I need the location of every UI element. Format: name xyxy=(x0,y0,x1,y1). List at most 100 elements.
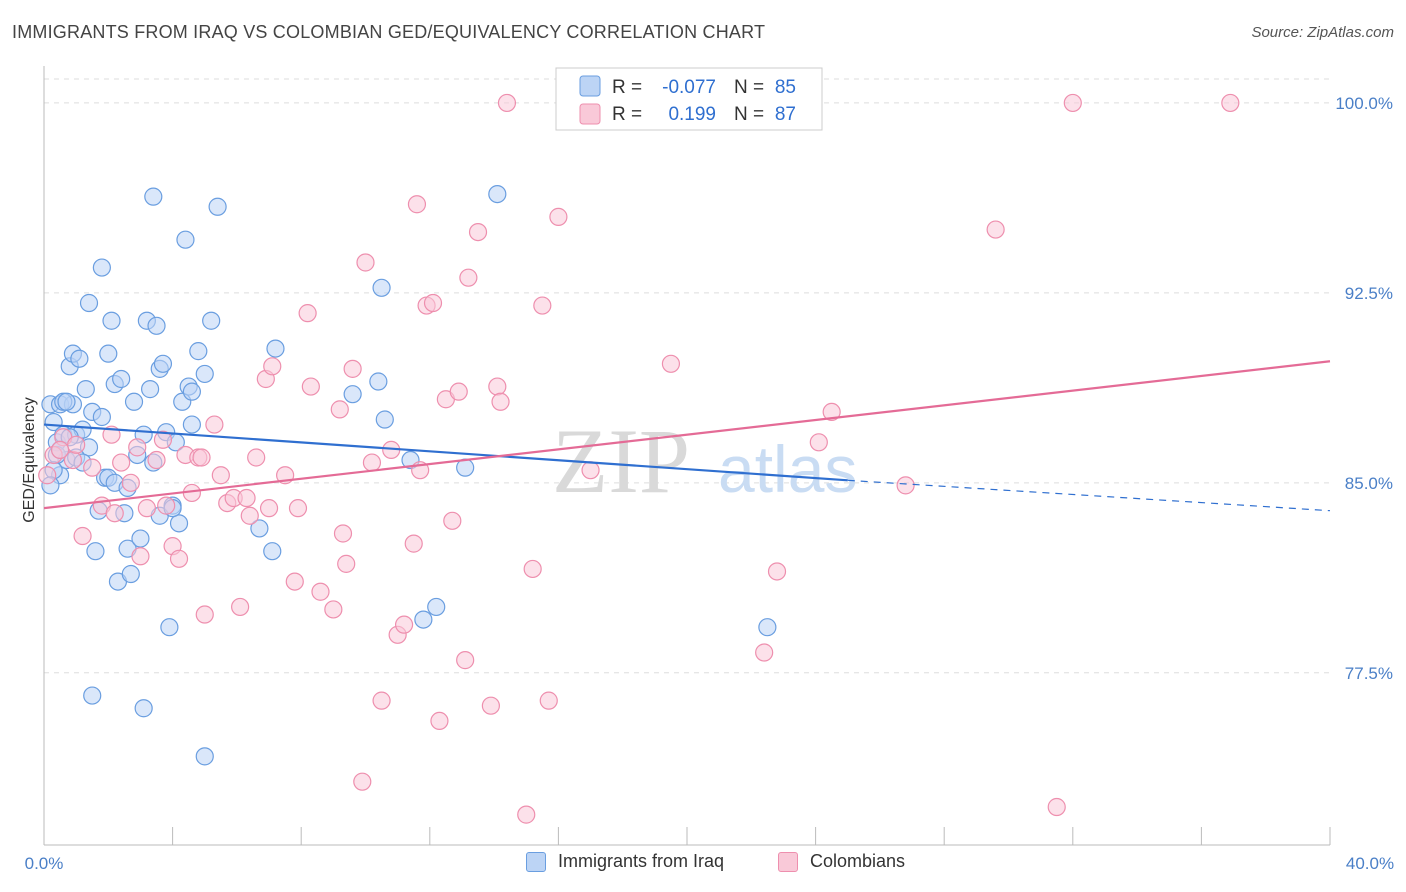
colombian-point xyxy=(353,772,372,791)
colombian-trend-line xyxy=(43,360,1331,510)
colombian-point xyxy=(1047,797,1066,817)
iraq-point xyxy=(57,392,76,411)
colombian-point xyxy=(131,547,150,566)
iraq-point xyxy=(414,610,433,629)
colombian-point xyxy=(539,691,558,710)
colombian-point xyxy=(491,392,510,411)
legend-r-label-colombians: R = xyxy=(612,104,642,125)
colombian-point xyxy=(324,600,343,619)
colombian-point xyxy=(822,402,841,422)
iraq-point xyxy=(92,407,111,427)
y-tick-label: 85.0% xyxy=(1345,474,1393,493)
bottom-legend-label-colombians: Colombians xyxy=(810,851,906,871)
y-tick-labels: 77.5% 85.0% 92.5% 100.0% xyxy=(1335,94,1393,683)
colombian-point xyxy=(533,296,552,315)
iraq-point xyxy=(263,542,282,561)
colombian-point xyxy=(67,435,86,454)
trend-lines xyxy=(43,360,1331,512)
colombian-point xyxy=(581,461,600,480)
iraq-point xyxy=(153,354,173,373)
colombian-point xyxy=(288,499,308,518)
colombian-point xyxy=(83,458,102,477)
colombian-point xyxy=(73,526,92,546)
legend-n-label-iraq: N = xyxy=(734,77,764,98)
colombian-point xyxy=(488,377,507,396)
iraq-point xyxy=(169,514,189,533)
colombian-point xyxy=(356,253,375,272)
colombian-point xyxy=(301,377,320,396)
colombian-point xyxy=(986,220,1005,239)
iraq-point xyxy=(250,519,269,538)
colombian-point xyxy=(809,433,828,452)
legend-swatch-colombians xyxy=(579,103,601,125)
iraq-point xyxy=(134,699,153,718)
colombian-point xyxy=(298,304,317,323)
x-tick-label-max: 40.0% xyxy=(1346,854,1394,873)
colombian-point xyxy=(311,582,330,601)
iraq-point xyxy=(369,372,388,391)
colombian-point xyxy=(1221,93,1240,113)
x-tick-label-min: 0.0% xyxy=(25,854,64,873)
colombian-point xyxy=(128,438,147,457)
colombian-point xyxy=(105,504,124,523)
colombian-point xyxy=(481,696,500,715)
y-axis-label: GED/Equivalency xyxy=(21,397,38,522)
iraq-point xyxy=(343,385,362,404)
colombian-point xyxy=(430,711,449,730)
chart-title: IMMIGRANTS FROM IRAQ VS COLOMBIAN GED/EQ… xyxy=(12,22,766,42)
legend-r-label-iraq: R = xyxy=(612,77,642,98)
colombian-point xyxy=(169,549,189,568)
iraq-point xyxy=(195,747,214,766)
iraq-point xyxy=(70,349,89,368)
colombian-point xyxy=(263,357,282,376)
colombian-point xyxy=(50,440,70,460)
colombian-point xyxy=(362,453,382,472)
iraq-point xyxy=(112,369,131,389)
colombian-point xyxy=(112,453,131,472)
iraq-point xyxy=(102,311,121,330)
data-points xyxy=(38,93,1240,824)
iraq-point xyxy=(208,197,227,216)
colombian-point xyxy=(497,93,517,113)
iraq-point xyxy=(140,380,160,399)
iraq-point xyxy=(92,258,111,277)
iraq-point xyxy=(758,618,777,637)
colombian-point xyxy=(523,559,542,579)
y-tick-label: 77.5% xyxy=(1345,664,1393,683)
colombian-point xyxy=(443,511,462,530)
iraq-point xyxy=(488,185,507,204)
colombian-point xyxy=(517,805,536,824)
colombian-point xyxy=(231,597,250,617)
grid-lines xyxy=(44,78,1330,674)
colombian-point xyxy=(423,293,443,313)
colombian-point xyxy=(38,466,57,485)
source-label: Source: ZipAtlas.com xyxy=(1251,24,1394,41)
colombian-point xyxy=(137,499,156,518)
bottom-legend-item-colombians: Colombians xyxy=(778,851,905,872)
iraq-point xyxy=(144,187,163,206)
iraq-point xyxy=(176,230,195,249)
iraq-point xyxy=(99,344,118,363)
iraq-point xyxy=(189,342,208,361)
colombian-point xyxy=(449,382,468,401)
iraq-point xyxy=(427,597,446,617)
colombian-point xyxy=(459,268,478,287)
colombian-point xyxy=(661,354,681,373)
colombian-point xyxy=(240,506,259,525)
colombian-point xyxy=(549,207,568,226)
colombian-point xyxy=(343,359,362,378)
colombian-point xyxy=(330,400,349,419)
iraq-point xyxy=(83,686,102,705)
colombian-point xyxy=(404,534,423,553)
colombian-point xyxy=(407,195,427,214)
colombian-point xyxy=(1063,93,1082,113)
colombian-point xyxy=(285,572,304,591)
watermark-atlas: atlas xyxy=(718,432,857,506)
legend-box: R = -0.077 N = 85 R = 0.199 N = 87 xyxy=(555,67,823,131)
colombian-point xyxy=(147,450,166,470)
iraq-point xyxy=(375,410,394,429)
iraq-point xyxy=(124,392,144,411)
y-tick-label: 100.0% xyxy=(1335,94,1393,113)
iraq-point xyxy=(182,415,201,434)
